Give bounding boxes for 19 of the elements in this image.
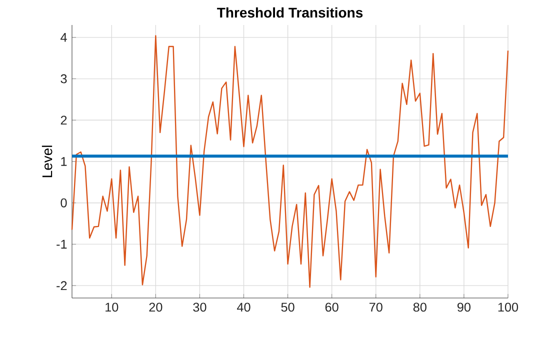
chart-title: Threshold Transitions: [217, 7, 363, 18]
y-tick-label: 2: [60, 116, 67, 125]
y-axis-title: Level: [42, 146, 52, 178]
y-tick-label: -1: [56, 240, 67, 249]
x-tick-label: 10: [106, 302, 118, 312]
y-tick-label: 3: [60, 74, 67, 84]
x-tick-label: 90: [457, 302, 470, 312]
y-tick-label: 0: [60, 198, 67, 208]
x-tick-label: 30: [193, 302, 206, 312]
x-tick-label: 80: [413, 302, 426, 312]
x-tick-label: 70: [369, 302, 382, 312]
x-tick-label: 40: [237, 302, 250, 312]
y-tick-label: -2: [56, 281, 67, 290]
y-tick-label: 1: [61, 157, 67, 166]
x-tick-label: 50: [281, 302, 294, 312]
y-tick-label: 4: [60, 33, 67, 42]
x-tick-label: 20: [149, 302, 162, 312]
x-tick-label: 100: [498, 302, 518, 312]
x-tick-label: 60: [325, 302, 338, 312]
